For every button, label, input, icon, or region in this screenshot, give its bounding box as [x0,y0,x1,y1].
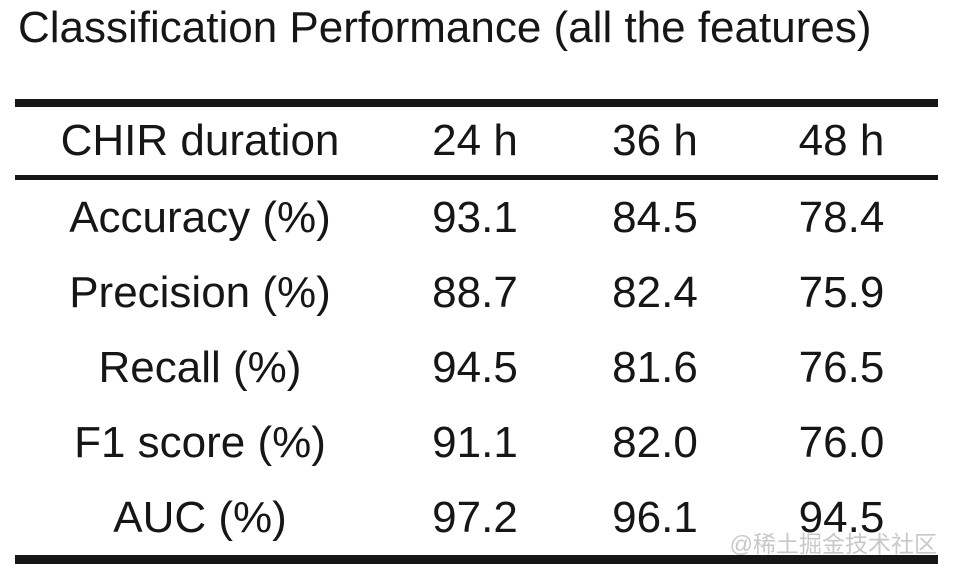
value-cell: 88.7 [432,267,518,317]
value-cell: 75.9 [798,267,885,317]
header-cell-chir-duration: CHIR duration [60,116,340,165]
table-row-f1-score: F1 score (%) 91.1 82.0 76.0 [15,405,938,480]
table-header-row: CHIR duration 24 h 36 h 48 h [15,107,938,175]
figure-title: Classification Performance (all the feat… [18,3,872,52]
table-row-recall: Recall (%) 94.5 81.6 76.5 [15,330,938,405]
value-cell: 76.0 [798,417,885,467]
value-cell: 94.5 [798,492,885,542]
header-cell-48h: 48 h [798,116,885,165]
value-cell: 97.2 [432,492,518,542]
value-cell: 91.1 [432,417,518,467]
header-cell-24h: 24 h [432,116,518,165]
value-cell: 78.4 [798,192,885,242]
value-cell: 76.5 [798,342,885,392]
row-label: AUC (%) [113,492,287,542]
value-cell: 94.5 [432,342,518,392]
table-row-accuracy: Accuracy (%) 93.1 84.5 78.4 [15,180,938,255]
value-cell: 84.5 [612,192,698,242]
table-row-precision: Precision (%) 88.7 82.4 75.9 [15,255,938,330]
row-label: Accuracy (%) [69,192,331,242]
bottom-rule [15,555,938,564]
performance-table: CHIR duration 24 h 36 h 48 h Accuracy (%… [15,99,938,564]
value-cell: 81.6 [612,342,698,392]
header-cell-36h: 36 h [612,116,698,165]
row-label: Precision (%) [69,267,331,317]
value-cell: 82.0 [612,417,698,467]
value-cell: 93.1 [432,192,518,242]
value-cell: 82.4 [612,267,698,317]
row-label: F1 score (%) [74,417,326,467]
value-cell: 96.1 [612,492,698,542]
watermark-text: @稀土掘金技术社区 [729,531,937,557]
header-rule [15,175,938,180]
table-row-auc: AUC (%) 97.2 96.1 94.5 [15,480,938,555]
row-label: Recall (%) [98,342,302,392]
top-rule [15,99,938,107]
